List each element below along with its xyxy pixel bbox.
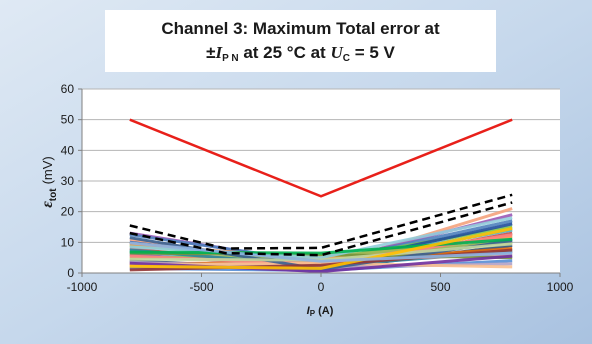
x-tick-label-1: -500 bbox=[189, 280, 213, 294]
x-axis-var: I bbox=[307, 305, 311, 317]
x-tick-label-0: -1000 bbox=[67, 280, 98, 294]
y-axis-sub: tot bbox=[48, 188, 59, 201]
y-tick-label-6: 60 bbox=[61, 82, 75, 96]
title-current-sub: P N bbox=[222, 53, 239, 64]
chart-title: Channel 3: Maximum Total error at ±IP N … bbox=[105, 10, 496, 72]
title-middle: at 25 °C at bbox=[238, 43, 331, 62]
x-axis-unit: (A) bbox=[315, 305, 334, 317]
max-error-line-1 bbox=[129, 201, 513, 257]
y-axis-label: εtot (mV) bbox=[39, 156, 59, 208]
title-prefix: ± bbox=[206, 43, 216, 62]
y-tick-label-2: 20 bbox=[61, 205, 75, 219]
limit-series bbox=[129, 118, 513, 198]
title-voltage-sub: C bbox=[342, 53, 350, 64]
axes bbox=[78, 88, 561, 277]
x-tick-label-3: 500 bbox=[430, 280, 450, 294]
tick-labels: -1000 -500 0 500 1000 0 10 20 30 40 50 60 bbox=[61, 82, 574, 294]
title-suffix: = 5 V bbox=[349, 43, 395, 62]
title-current-var: I bbox=[215, 43, 223, 62]
y-tick-label-3: 30 bbox=[61, 174, 75, 188]
x-axis-label: IP (A) bbox=[307, 305, 334, 318]
sample-line-25 bbox=[129, 227, 513, 270]
chart-title-line2: ±IP N at 25 °C at UC = 5 V bbox=[105, 41, 496, 71]
y-tick-label-4: 40 bbox=[61, 143, 75, 157]
x-tick-label-4: 1000 bbox=[547, 280, 574, 294]
y-axis-unit: (mV) bbox=[40, 156, 55, 184]
y-tick-label-1: 10 bbox=[61, 235, 75, 249]
sample-series bbox=[129, 207, 513, 274]
x-tick-label-2: 0 bbox=[318, 280, 325, 294]
max-series bbox=[129, 193, 513, 257]
y-axis-symbol: ε bbox=[39, 201, 56, 208]
title-voltage-var: U bbox=[330, 43, 343, 62]
y-tick-label-0: 0 bbox=[67, 266, 74, 280]
limit-line bbox=[129, 118, 513, 198]
sample-line-23 bbox=[129, 237, 513, 255]
max-error-line-0 bbox=[129, 193, 513, 250]
chart-title-line1: Channel 3: Maximum Total error at bbox=[161, 19, 440, 38]
x-axis-sub: P bbox=[310, 309, 316, 318]
sample-line-26 bbox=[129, 241, 513, 263]
y-tick-label-5: 50 bbox=[61, 113, 75, 127]
